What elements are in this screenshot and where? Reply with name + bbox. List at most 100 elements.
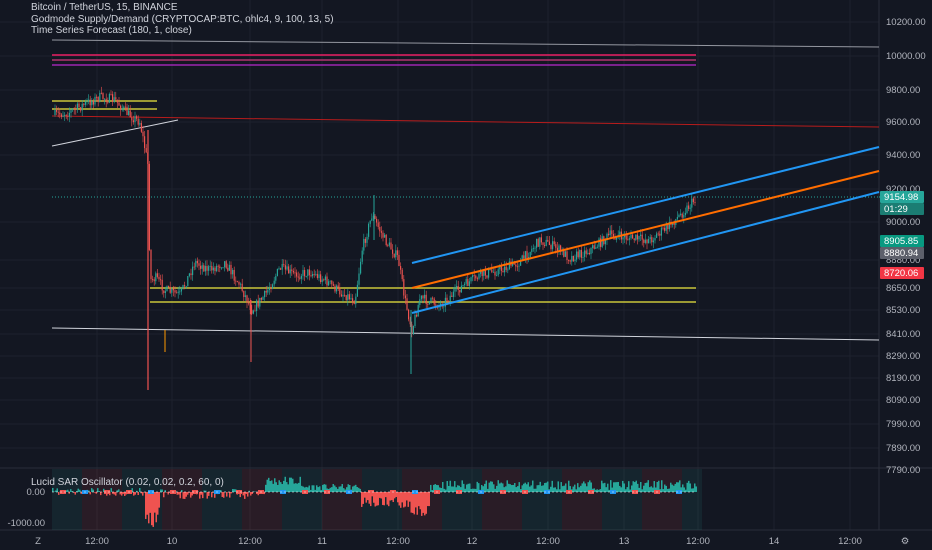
oscillator-bar <box>331 487 333 492</box>
candle-body <box>172 288 174 291</box>
candle-body <box>200 265 202 269</box>
oscillator-bar <box>110 488 112 492</box>
oscillator-shading <box>172 469 182 530</box>
candle-body <box>430 297 432 301</box>
candle-body <box>201 265 203 269</box>
oscillator-bar <box>203 490 205 492</box>
oscillator-bar <box>524 482 526 492</box>
candle-body <box>236 281 238 283</box>
oscillator-shading <box>592 469 602 530</box>
candle-body <box>356 284 358 297</box>
oscillator-bar <box>572 486 574 492</box>
oscillator-bar <box>118 489 120 492</box>
oscillator-bar <box>136 490 138 492</box>
candle-body <box>320 274 322 283</box>
oscillator-bar <box>448 485 450 492</box>
oscillator-bar <box>523 483 525 492</box>
oscillator-bar <box>577 483 579 492</box>
symbol-title[interactable]: Bitcoin / TetherUS, 15, BINANCE <box>31 2 178 13</box>
price-tick: 7990.00 <box>886 419 920 430</box>
candle-body <box>273 280 275 285</box>
candle-body <box>355 296 357 305</box>
candle-body <box>396 250 398 255</box>
candle-body <box>643 239 645 243</box>
oscillator-bar <box>662 489 664 492</box>
candle-body <box>550 245 552 250</box>
candle-body <box>566 251 568 260</box>
oscillator-bar <box>617 481 619 492</box>
oscillator-bar <box>653 481 655 492</box>
candle-body <box>457 286 459 291</box>
candle-body <box>483 269 485 277</box>
oscillator-bar <box>542 485 544 492</box>
oscillator-shading <box>642 469 652 530</box>
oscillator-shading <box>522 469 532 530</box>
oscillator-dot <box>588 490 594 494</box>
indicator-time-series-forecast[interactable]: Time Series Forecast (180, 1, close) <box>31 25 192 36</box>
oscillator-bar <box>122 492 124 494</box>
countdown-badge: 01:29 <box>884 204 908 215</box>
candle-body <box>478 273 480 279</box>
oscillator-bar <box>686 482 688 492</box>
oscillator-bar <box>647 480 649 492</box>
candle-body <box>187 275 189 287</box>
candle-body <box>505 266 507 270</box>
candle-body <box>227 267 229 271</box>
candle-body <box>587 252 589 254</box>
oscillator-bar <box>214 492 216 498</box>
oscillator-shading <box>222 469 232 530</box>
candle-body <box>476 278 478 280</box>
oscillator-bar <box>340 486 342 492</box>
candle-body <box>435 304 437 306</box>
candle-body <box>676 217 678 220</box>
oscillator-bar <box>464 488 466 492</box>
oscillator-bar <box>365 492 367 503</box>
oscillator-bar <box>497 480 499 492</box>
oscillator-bar <box>68 492 70 494</box>
oscillator-tick: -1000.00 <box>7 518 45 529</box>
oscillator-bar <box>244 492 246 499</box>
oscillator-bar <box>547 481 549 492</box>
candle-body <box>316 273 318 278</box>
candle-body <box>644 239 646 243</box>
forecast-line <box>411 170 880 289</box>
oscillator-bar <box>71 491 73 492</box>
oscillator-bar <box>478 483 480 492</box>
candle-body <box>419 299 421 305</box>
candle-body <box>140 123 142 132</box>
oscillator-bar <box>452 486 454 492</box>
oscillator-legend[interactable]: Lucid SAR Oscillator (0.02, 0.02, 0.2, 6… <box>31 477 224 488</box>
oscillator-bar <box>395 492 397 497</box>
oscillator-bar <box>509 484 511 492</box>
oscillator-bar <box>79 489 81 492</box>
oscillator-bar <box>505 486 507 492</box>
oscillator-bar <box>400 492 402 508</box>
oscillator-bar <box>499 483 501 492</box>
candle-body <box>361 250 363 262</box>
candle-body <box>216 265 218 272</box>
oscillator-bar <box>368 492 370 504</box>
candle-body <box>326 276 328 286</box>
oscillator-bar <box>656 481 658 492</box>
oscillator-bar <box>490 481 492 492</box>
candle-body <box>137 118 139 125</box>
oscillator-bar <box>334 485 336 492</box>
candle-body <box>56 110 58 112</box>
oscillator-dot <box>456 490 462 494</box>
oscillator-dot <box>148 490 154 494</box>
oscillator-bar <box>458 485 460 492</box>
indicator-supply-demand[interactable]: Godmode Supply/Demand (CRYPTOCAP:BTC, oh… <box>31 13 334 25</box>
candle-body <box>225 261 227 268</box>
oscillator-bar <box>535 488 537 492</box>
oscillator-shading <box>342 469 352 530</box>
candle-body <box>488 269 490 278</box>
candle-body <box>636 234 638 240</box>
oscillator-bar <box>596 489 598 492</box>
candle-body <box>196 260 198 264</box>
oscillator-shading <box>512 469 522 530</box>
candle-body <box>473 275 475 277</box>
candle-body <box>112 94 114 102</box>
candle-body <box>521 255 523 261</box>
candle-body <box>516 266 518 268</box>
